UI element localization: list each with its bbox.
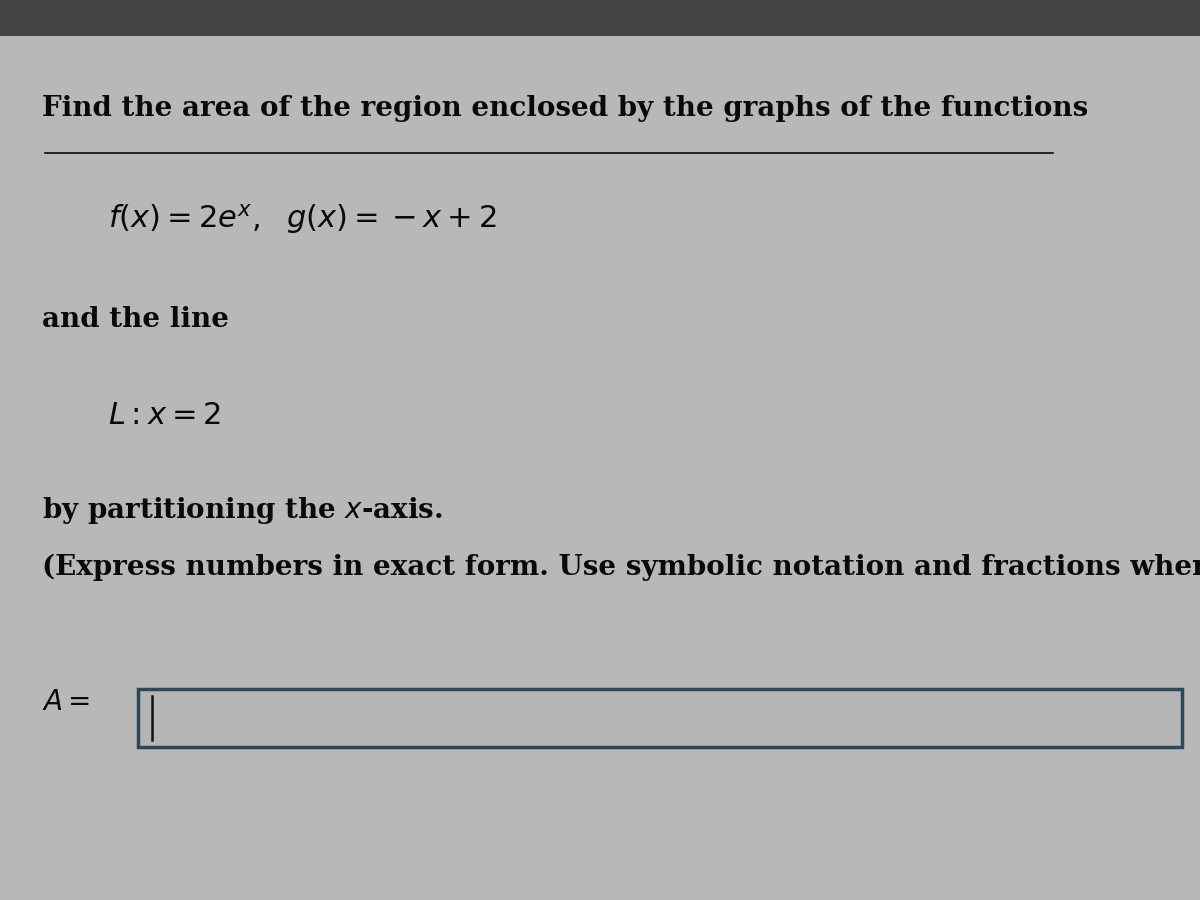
- Text: $L: x = 2$: $L: x = 2$: [108, 400, 221, 431]
- Text: $f(x) = 2e^{x},\ \ g(x) = -x + 2$: $f(x) = 2e^{x},\ \ g(x) = -x + 2$: [108, 202, 497, 237]
- FancyBboxPatch shape: [138, 688, 1182, 747]
- Text: Find the area of the region enclosed by the graphs of the functions: Find the area of the region enclosed by …: [42, 94, 1088, 122]
- FancyBboxPatch shape: [0, 0, 1200, 36]
- Text: (Express numbers in exact form. Use symbolic notation and fractions where r: (Express numbers in exact form. Use symb…: [42, 554, 1200, 580]
- Text: by partitioning the $x$-axis.: by partitioning the $x$-axis.: [42, 495, 443, 526]
- Text: and the line: and the line: [42, 306, 229, 333]
- Text: $A =$: $A =$: [42, 688, 90, 716]
